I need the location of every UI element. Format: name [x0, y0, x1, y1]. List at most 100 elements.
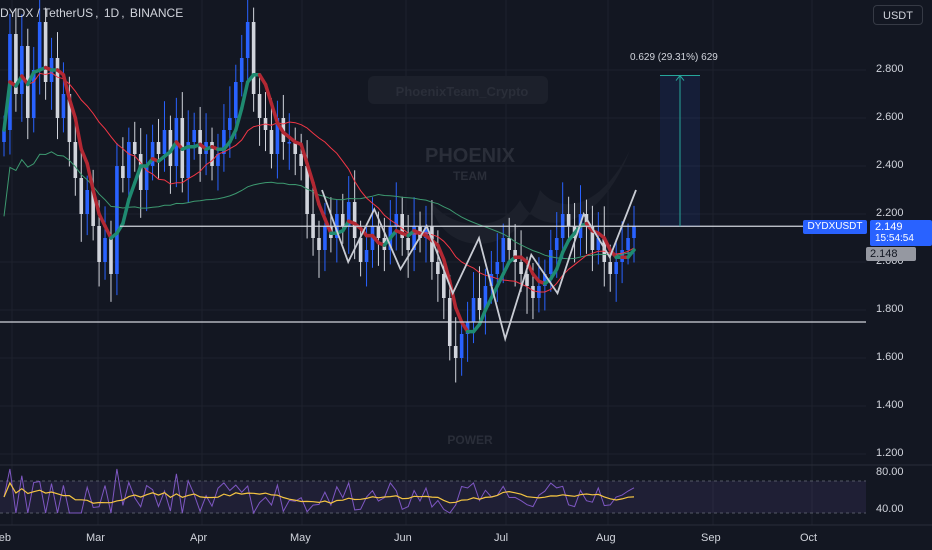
- time-tick-label: Aug: [596, 532, 616, 544]
- candle-body: [210, 142, 214, 166]
- time-tick-label: Oct: [800, 532, 818, 544]
- fast-ma-segment: [73, 116, 84, 151]
- candle-body: [424, 226, 428, 238]
- time-tick-label: May: [290, 532, 311, 544]
- candle-body: [269, 130, 274, 154]
- candle-body: [364, 250, 369, 262]
- title-interval: 1D: [103, 6, 120, 20]
- price-tick-label: 2.600: [876, 111, 904, 123]
- candle-body: [436, 262, 440, 274]
- fast-ma-segment: [495, 272, 505, 288]
- candle-body: [73, 142, 78, 178]
- watermark-wing: [430, 150, 630, 244]
- candle-body: [519, 262, 523, 274]
- candle-body: [67, 94, 72, 142]
- candle-body: [222, 130, 226, 154]
- candle-body: [103, 238, 107, 262]
- watermark-text: PHOENIX: [425, 145, 516, 167]
- fast-ma-segment: [127, 181, 137, 202]
- candle-body: [121, 166, 125, 178]
- candle-body: [352, 202, 357, 238]
- candle-body: [2, 130, 6, 142]
- candle-body: [608, 262, 613, 274]
- candle-body: [483, 286, 488, 310]
- candle-body: [317, 238, 321, 250]
- zigzag-line: [321, 189, 637, 343]
- candle-body: [590, 226, 595, 250]
- horizontal-lines[interactable]: [0, 225, 866, 323]
- candle-body: [109, 238, 113, 274]
- last-price-tag: 2.149 15:54:54: [870, 220, 932, 246]
- candle-body: [507, 238, 511, 250]
- fast-ma-segment: [263, 82, 274, 106]
- fast-ma-segment: [459, 320, 470, 334]
- last-price: 2.149: [875, 221, 903, 233]
- candle-body: [228, 118, 232, 130]
- price-tick-label: 2.200: [876, 207, 904, 219]
- candle-body: [531, 286, 535, 298]
- candle-body: [79, 178, 84, 214]
- candle-body: [566, 214, 571, 226]
- price-tick-label: 1.800: [876, 303, 904, 315]
- secondary-price-tag: 2.148: [866, 247, 916, 261]
- candle-body: [20, 46, 24, 94]
- slow-ma-line: [3, 151, 635, 260]
- phoenix-logo-watermark: PhoenixTeam_Crypto PHOENIX TEAM POWER: [368, 76, 630, 447]
- fast-ma-segment: [436, 243, 446, 262]
- candle-body: [358, 238, 363, 262]
- fast-ma-segment: [14, 74, 24, 88]
- candle-body: [465, 322, 470, 334]
- fast-ma-segment: [626, 248, 636, 259]
- medium-ma-line: [3, 72, 635, 293]
- candle-body: [85, 190, 90, 214]
- currency-button[interactable]: USDT: [873, 5, 923, 25]
- rsi-panel: [0, 464, 932, 526]
- fast-ma-segment: [489, 284, 500, 300]
- candle-body: [305, 166, 309, 214]
- title-exchange: BINANCE: [129, 6, 184, 20]
- rsi-ma-line: [3, 481, 635, 504]
- watermark-text: POWER: [447, 433, 493, 447]
- fast-ma-segment: [234, 106, 244, 132]
- fast-ma-segment: [299, 142, 309, 166]
- fast-ma-segment: [115, 221, 125, 235]
- candle-body: [632, 226, 636, 238]
- zigzag-pattern[interactable]: [321, 189, 637, 343]
- measure-tool[interactable]: [660, 74, 700, 227]
- candle-body: [287, 142, 292, 144]
- candle-body: [430, 226, 434, 262]
- fast-ma-segment: [97, 212, 107, 228]
- fast-ma-segment: [554, 250, 565, 271]
- candle-body: [216, 154, 220, 166]
- countdown: 15:54:54: [875, 233, 914, 244]
- candle-body: [394, 214, 399, 226]
- fast-ma-segment: [61, 73, 72, 101]
- candle-body: [186, 142, 191, 178]
- candle-body: [31, 70, 36, 118]
- fast-ma-segment: [317, 202, 327, 221]
- time-tick-label: Feb: [0, 532, 11, 544]
- fast-ma-segment: [85, 161, 95, 192]
- fast-ma-segment: [257, 73, 268, 87]
- candle-body: [340, 214, 345, 226]
- candle-body: [150, 142, 155, 166]
- candle-body: [376, 226, 381, 238]
- candle-body: [127, 142, 131, 178]
- fast-ma-segment: [453, 305, 464, 324]
- candle-body: [233, 82, 238, 118]
- price-tick-label: 1.400: [876, 399, 904, 411]
- candle-body: [299, 154, 303, 166]
- candle-body: [548, 250, 553, 274]
- moving-averages: [2, 65, 636, 334]
- candle-body: [138, 154, 143, 190]
- candle-body: [477, 298, 482, 310]
- candle-body: [323, 226, 327, 250]
- watermark-banner: [368, 76, 548, 104]
- fast-ma-segment: [275, 121, 286, 135]
- candle-body: [162, 130, 167, 154]
- candle-body: [596, 238, 601, 250]
- time-tick-label: Jul: [494, 532, 509, 544]
- fast-ma-segment: [549, 267, 559, 281]
- fast-ma-segment: [168, 140, 179, 154]
